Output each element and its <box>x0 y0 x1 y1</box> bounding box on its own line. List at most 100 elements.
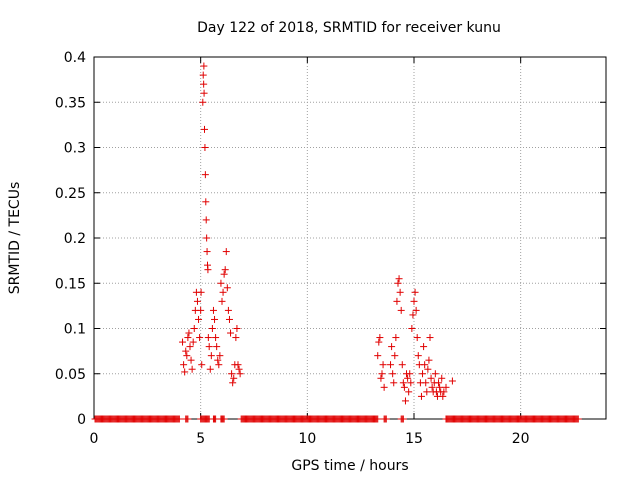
data-point <box>378 370 386 378</box>
data-point <box>234 361 242 369</box>
data-point <box>188 365 196 373</box>
data-point <box>389 370 397 378</box>
data-point <box>200 62 208 70</box>
grid-lines <box>94 57 606 419</box>
data-point <box>423 388 431 396</box>
data-point <box>375 338 383 346</box>
data-point <box>197 288 205 296</box>
x-tick-label: 0 <box>90 431 99 447</box>
data-point <box>233 325 241 332</box>
data-point <box>380 383 388 391</box>
data-point <box>218 297 226 305</box>
data-point <box>227 329 235 337</box>
data-point <box>214 356 222 364</box>
y-tick-label: 0.4 <box>64 50 86 66</box>
data-point <box>438 374 446 382</box>
y-tick-label: 0 <box>77 412 86 428</box>
data-point <box>219 288 227 296</box>
y-tick-label: 0.3 <box>64 141 86 157</box>
data-point <box>201 144 209 151</box>
data-point <box>215 361 223 369</box>
data-point <box>204 266 212 274</box>
data-point <box>424 365 432 373</box>
data-point <box>186 343 194 351</box>
data-point <box>203 248 211 256</box>
data-point <box>395 275 403 283</box>
data-point <box>236 370 244 378</box>
data-point <box>183 352 191 360</box>
data-point <box>182 347 190 355</box>
y-tick-label: 0.35 <box>55 95 86 111</box>
data-point <box>390 379 398 387</box>
data-point <box>201 171 209 179</box>
data-point <box>397 306 405 314</box>
data-point <box>404 374 412 382</box>
data-point <box>187 356 195 364</box>
y-tick-label: 0.05 <box>55 367 86 383</box>
data-point <box>409 311 417 319</box>
zero-data-point <box>220 415 228 423</box>
data-point <box>442 383 450 391</box>
y-tick-label: 0.2 <box>64 231 86 247</box>
data-points <box>91 62 582 423</box>
y-tick-label: 0.15 <box>55 276 86 292</box>
data-point <box>221 266 229 274</box>
data-point <box>202 216 210 224</box>
y-tick-label: 0.25 <box>55 186 86 202</box>
data-point <box>211 315 219 323</box>
data-point <box>407 379 415 387</box>
data-point <box>195 315 203 323</box>
data-point <box>436 383 444 391</box>
data-point <box>235 365 243 373</box>
data-point <box>393 297 401 305</box>
data-point <box>180 361 188 369</box>
data-point <box>419 370 427 378</box>
data-point <box>229 379 237 387</box>
data-point <box>426 334 434 342</box>
data-point <box>431 370 439 378</box>
data-point <box>392 334 400 342</box>
chart-title: Day 122 of 2018, SRMTID for receiver kun… <box>197 20 501 36</box>
data-point <box>220 270 228 278</box>
data-point <box>405 388 413 396</box>
data-point <box>394 279 402 287</box>
data-point <box>411 288 419 296</box>
data-point <box>203 234 211 242</box>
data-point <box>412 306 420 314</box>
data-point <box>207 352 215 360</box>
data-point <box>199 71 207 79</box>
data-point <box>193 297 201 305</box>
data-point <box>206 365 214 373</box>
data-point <box>377 374 385 382</box>
data-point <box>401 397 409 405</box>
data-point <box>435 379 443 387</box>
data-point <box>427 374 435 382</box>
data-point <box>213 343 221 351</box>
data-point <box>376 334 384 342</box>
zero-data-point <box>175 415 183 423</box>
data-point <box>200 89 208 97</box>
data-point <box>224 306 232 314</box>
data-point <box>199 98 207 106</box>
data-point <box>222 248 230 256</box>
y-axis-label: SRMTID / TECUs <box>7 182 23 295</box>
data-point <box>428 383 436 391</box>
data-point <box>417 392 425 400</box>
data-point <box>198 361 206 369</box>
data-point <box>413 334 421 342</box>
data-point <box>185 329 193 337</box>
data-point <box>181 368 189 376</box>
x-tick-label: 10 <box>298 431 316 447</box>
data-point <box>209 306 217 314</box>
data-point <box>387 361 395 369</box>
data-point <box>398 361 406 369</box>
data-point <box>422 379 430 387</box>
data-point <box>439 392 447 400</box>
data-point <box>223 284 231 292</box>
data-point <box>208 325 216 332</box>
x-tick-label: 20 <box>512 431 530 447</box>
zero-data-point <box>574 415 582 423</box>
data-point <box>217 279 225 287</box>
data-point <box>200 80 208 88</box>
